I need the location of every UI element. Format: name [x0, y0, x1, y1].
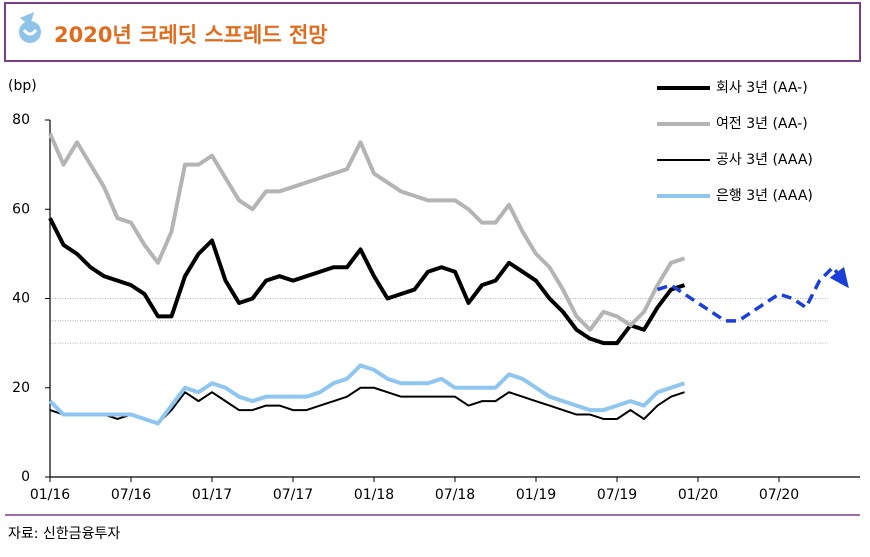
x-tick-label: 01/16 — [30, 487, 70, 503]
chart-title: 2020년 크레딧 스프레드 전망 — [54, 23, 328, 47]
legend-label: 회사 3년 (AA-) — [716, 80, 808, 96]
y-tick-label: 20 — [12, 380, 30, 396]
series-line — [48, 132, 686, 332]
y-tick-label: 80 — [12, 112, 30, 128]
x-tick-label: 07/17 — [273, 487, 313, 503]
y-tick-label: 0 — [21, 469, 30, 485]
x-tick-label: 01/18 — [354, 487, 394, 503]
y-axis-label: (bp) — [8, 78, 37, 94]
legend-label: 여전 3년 (AA-) — [716, 116, 808, 132]
forecast-arrowhead — [829, 266, 849, 289]
x-tick-label: 01/19 — [516, 487, 556, 503]
legend-label: 은행 3년 (AAA) — [716, 188, 813, 204]
x-tick-label: 07/20 — [759, 487, 799, 503]
source: 자료: 신한금융투자 — [8, 526, 120, 542]
x-tick-label: 01/17 — [192, 487, 232, 503]
x-tick-label: 07/18 — [435, 487, 475, 503]
y-tick-label: 40 — [12, 291, 30, 307]
header-box — [4, 2, 861, 62]
x-tick-label: 07/16 — [111, 487, 151, 503]
series-line — [48, 217, 686, 346]
y-tick-label: 60 — [12, 201, 30, 217]
series-line — [48, 363, 686, 426]
legend-label: 공사 3년 (AAA) — [716, 152, 813, 168]
header-icon — [19, 12, 41, 43]
forecast-line — [656, 265, 848, 323]
x-tick-label: 07/19 — [597, 487, 637, 503]
x-tick-label: 01/20 — [678, 487, 718, 503]
